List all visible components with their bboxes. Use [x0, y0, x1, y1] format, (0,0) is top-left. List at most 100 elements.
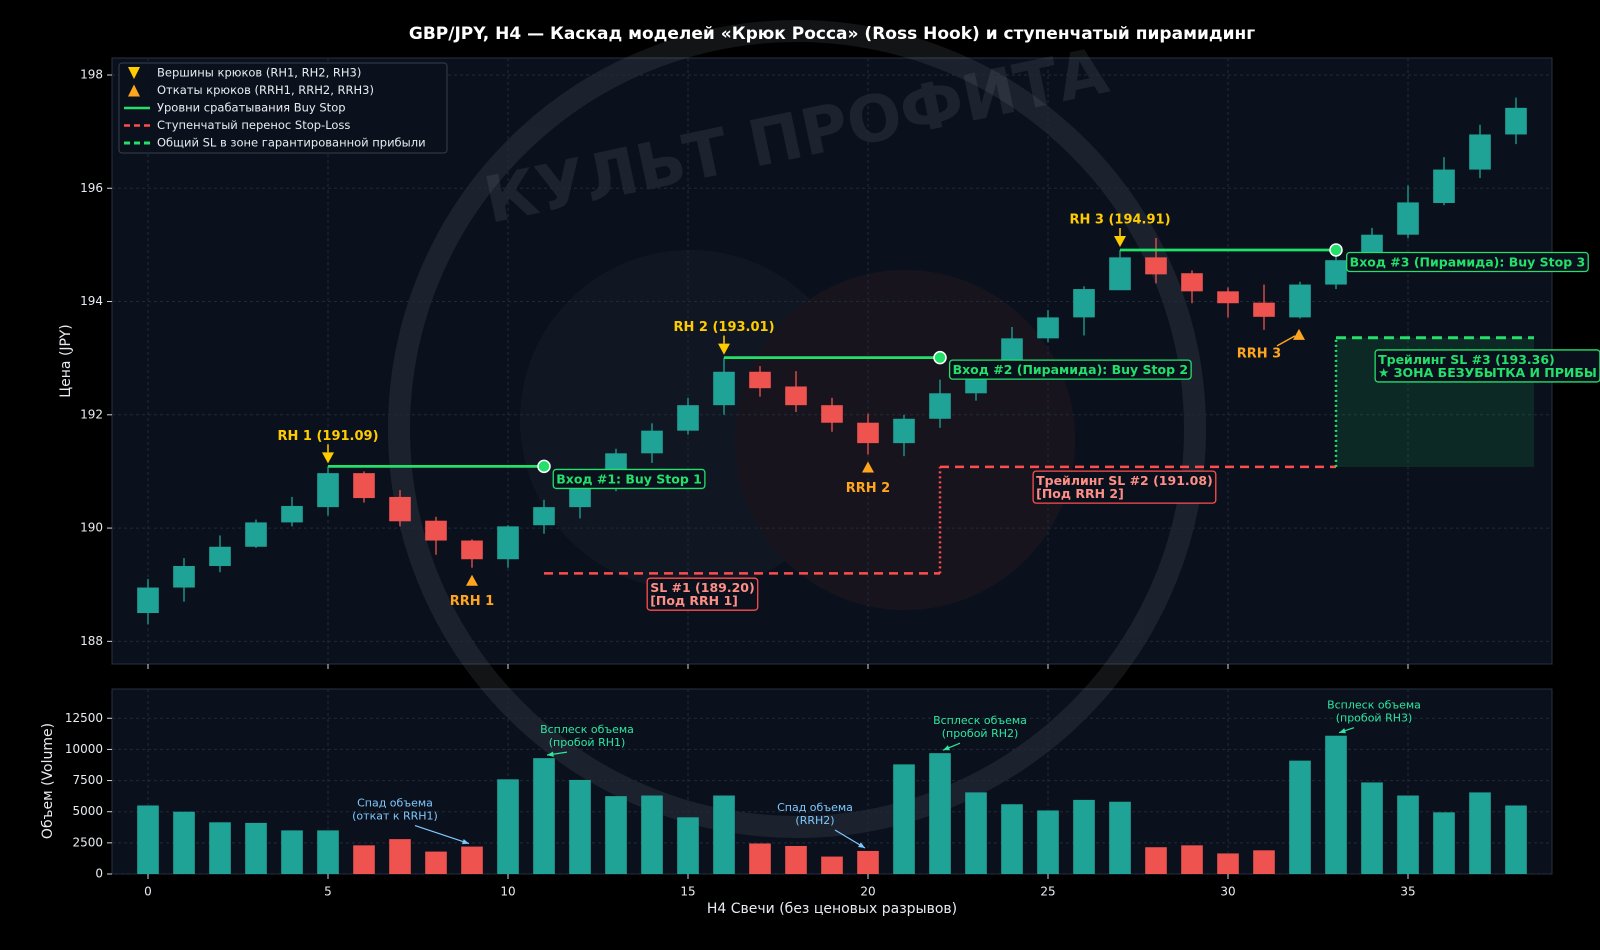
candle-body: [533, 507, 555, 526]
candle-body: [1217, 291, 1239, 304]
candle-body: [1145, 257, 1167, 275]
candle-body: [353, 473, 375, 499]
entry-point: [1329, 243, 1343, 257]
watermark-ring: [388, 20, 1206, 838]
candle-body: [749, 371, 771, 389]
legend-label: Ступенчатый перенос Stop-Loss: [157, 118, 350, 132]
y-tick-label: 188: [80, 634, 103, 648]
sl-label-text: Трейлинг SL #2 (191.08): [1036, 473, 1213, 488]
sl-label-box: [1032, 470, 1217, 504]
volume-bar: [1145, 847, 1167, 874]
hook-pullback-marker: [862, 461, 874, 473]
volume-bar: [1109, 801, 1131, 874]
y-tick-label: 10000: [65, 742, 103, 756]
hook-pullback-marker: [1293, 328, 1305, 340]
legend: Вершины крюков (RH1, RH2, RH3) Откаты крю…: [118, 62, 448, 154]
hook-pullback-label: RRH 3: [1237, 346, 1281, 361]
candle-body: [1505, 107, 1527, 135]
volume-bar: [461, 846, 483, 874]
volume-bar: [929, 753, 951, 874]
volume-bar: [569, 779, 591, 874]
volume-bar: [353, 845, 375, 874]
candle-body: [929, 393, 951, 419]
legend-label: Откаты крюков (RRH1, RRH2, RRH3): [157, 83, 374, 97]
x-tick-label: 25: [1040, 885, 1055, 899]
candle-body: [569, 487, 591, 508]
candle-body: [1361, 234, 1383, 258]
volume-bar: [497, 779, 519, 874]
entry-point: [933, 350, 947, 365]
entry-point: [537, 459, 551, 474]
volume-bar: [389, 839, 411, 874]
sl-label-box: [646, 577, 759, 611]
x-tick-label: 15: [680, 885, 695, 899]
volume-bar: [137, 805, 159, 874]
entry-label-box: [552, 468, 706, 490]
volume-annotation: Всплеск объема: [1327, 699, 1421, 712]
candle-body: [1073, 289, 1095, 318]
volume-annotation: Всплеск объема: [540, 723, 634, 736]
volume-bar: [317, 830, 339, 874]
candle-body: [425, 520, 447, 541]
y-tick-label: 2500: [72, 835, 103, 849]
volume-annotation: (RRH2): [795, 814, 834, 827]
candle-body: [713, 371, 735, 406]
volume-bar: [1397, 795, 1419, 874]
volume-annotation: (пробой RH3): [1336, 712, 1413, 725]
y-tick-label: 0: [95, 867, 103, 881]
volume-bar: [965, 792, 987, 874]
volume-bar: [821, 856, 843, 874]
y-tick-label: 192: [80, 407, 103, 421]
candle-body: [1325, 260, 1347, 285]
hook-top-marker: [322, 452, 334, 464]
hook-arrow: [1276, 335, 1296, 347]
volume-annotation: (пробой RH2): [942, 727, 1019, 740]
volume-bar: [749, 843, 771, 874]
entry-label-text: Вход #3 (Пирамида): Buy Stop 3: [1350, 255, 1586, 270]
candle-body: [137, 587, 159, 614]
x-tick-label: 20: [860, 885, 875, 899]
sl-label: SL #1 (189.20)[Под RRH 1]: [646, 577, 759, 611]
volume-bar: [1469, 792, 1491, 874]
volume-bar: [1361, 782, 1383, 874]
volume-bar: [425, 851, 447, 874]
y-tick-label: 190: [80, 521, 103, 535]
volume-annotation: (откат к RRH1): [352, 810, 438, 823]
legend-label: Общий SL в зоне гарантированной прибыли: [157, 136, 426, 150]
volume-bar: [173, 811, 195, 874]
x-tick-label: 35: [1400, 885, 1415, 899]
legend-marker: [128, 84, 140, 97]
candle-body: [245, 522, 267, 547]
volume-bar: [1073, 799, 1095, 874]
common-sl-label-text: ★ ЗОНА БЕЗУБЫТКА И ПРИБЫ: [1378, 365, 1597, 380]
entry-label: Вход #3 (Пирамида): Buy Stop 3: [1346, 251, 1589, 273]
annotation-arrowhead: [462, 838, 469, 845]
legend-marker: [128, 67, 140, 79]
candle-body: [461, 540, 483, 560]
candle-body: [173, 566, 195, 588]
hook-top-marker: [1114, 235, 1126, 247]
candle-body: [497, 526, 519, 560]
price-panel: [111, 57, 1553, 665]
y-tick-label: 5000: [72, 804, 103, 818]
entry-label: Вход #1: Buy Stop 1: [552, 468, 706, 490]
candle-body: [785, 386, 807, 406]
hook-top-marker: [718, 343, 730, 355]
hook-pullback-label: RRH 2: [846, 481, 890, 496]
y-tick-label: 194: [80, 294, 103, 308]
annotation-arrow: [414, 825, 470, 845]
chart-title: GBP/JPY, H4 — Каскад моделей «Крюк Росса…: [409, 24, 1255, 44]
annotation-arrowhead: [547, 751, 554, 757]
legend-label: Вершины крюков (RH1, RH2, RH3): [157, 66, 361, 80]
volume-bar: [1037, 810, 1059, 874]
hook-top-label: RH 3 (194.91): [1069, 212, 1170, 227]
sl-label-text: [Под RRH 1]: [650, 593, 738, 608]
entry-label-box: [948, 359, 1192, 380]
hook-top-label: RH 2 (193.01): [673, 320, 774, 335]
candle-body: [1037, 317, 1059, 339]
volume-bar: [641, 795, 663, 874]
candle-body: [893, 418, 915, 444]
volume-annotation: Всплеск объема: [933, 714, 1027, 727]
hook-pullback-marker: [466, 574, 478, 586]
